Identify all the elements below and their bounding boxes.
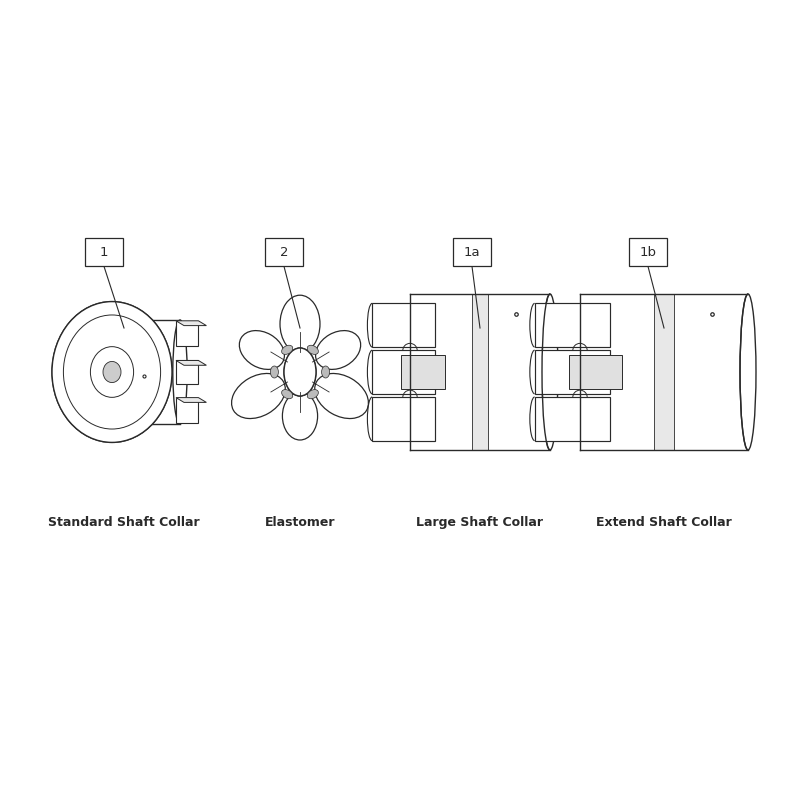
Bar — [654, 294, 674, 450]
Ellipse shape — [315, 330, 361, 370]
FancyBboxPatch shape — [629, 238, 667, 266]
Ellipse shape — [322, 366, 330, 378]
Bar — [410, 294, 550, 450]
Text: 1b: 1b — [639, 246, 657, 258]
Bar — [372, 397, 435, 441]
Ellipse shape — [282, 346, 293, 354]
Bar — [372, 350, 435, 394]
Ellipse shape — [270, 366, 278, 378]
Bar — [580, 294, 748, 450]
Text: 1: 1 — [100, 246, 108, 258]
Ellipse shape — [173, 320, 187, 424]
Ellipse shape — [239, 330, 285, 370]
Text: 2: 2 — [280, 246, 288, 258]
Text: Standard Shaft Collar: Standard Shaft Collar — [48, 516, 200, 529]
Text: Large Shaft Collar: Large Shaft Collar — [417, 516, 543, 529]
Bar — [176, 398, 198, 423]
Ellipse shape — [307, 346, 318, 354]
Ellipse shape — [282, 392, 318, 440]
Ellipse shape — [542, 294, 558, 450]
Bar — [534, 350, 610, 394]
Bar — [570, 355, 622, 389]
Polygon shape — [176, 361, 206, 366]
Bar — [372, 303, 435, 347]
Polygon shape — [176, 321, 206, 326]
Bar — [176, 361, 198, 383]
Bar — [176, 321, 198, 346]
Ellipse shape — [231, 374, 286, 418]
Ellipse shape — [280, 295, 320, 353]
Ellipse shape — [314, 374, 369, 418]
FancyBboxPatch shape — [85, 238, 123, 266]
Text: 1a: 1a — [464, 246, 480, 258]
FancyBboxPatch shape — [265, 238, 303, 266]
Bar — [401, 355, 446, 389]
FancyBboxPatch shape — [453, 238, 491, 266]
Text: Extend Shaft Collar: Extend Shaft Collar — [596, 516, 732, 529]
Ellipse shape — [307, 390, 318, 398]
Ellipse shape — [52, 302, 172, 442]
Ellipse shape — [52, 302, 172, 442]
Ellipse shape — [284, 348, 316, 396]
Bar — [112, 320, 180, 424]
Ellipse shape — [282, 390, 293, 398]
Polygon shape — [176, 398, 206, 402]
Bar — [472, 294, 488, 450]
Text: Elastomer: Elastomer — [265, 516, 335, 529]
Ellipse shape — [740, 294, 756, 450]
Ellipse shape — [284, 348, 316, 396]
Bar — [534, 303, 610, 347]
Ellipse shape — [103, 362, 121, 382]
Bar — [534, 397, 610, 441]
